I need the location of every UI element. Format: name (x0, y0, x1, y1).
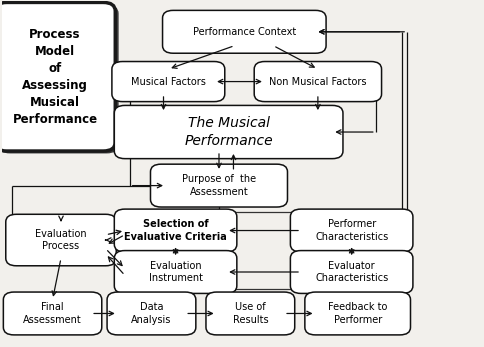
FancyBboxPatch shape (150, 164, 287, 207)
FancyBboxPatch shape (114, 251, 236, 294)
Text: Use of
Results: Use of Results (232, 302, 268, 325)
Text: Process
Model
of
Assessing
Musical
Performance: Process Model of Assessing Musical Perfo… (13, 28, 97, 126)
Text: Selection of
Evaluative Criteria: Selection of Evaluative Criteria (124, 219, 227, 242)
FancyBboxPatch shape (107, 292, 196, 335)
FancyBboxPatch shape (254, 61, 381, 102)
Text: The Musical
Performance: The Musical Performance (184, 116, 272, 148)
FancyBboxPatch shape (0, 2, 115, 151)
FancyBboxPatch shape (162, 10, 325, 53)
FancyBboxPatch shape (206, 292, 294, 335)
Text: Performer
Characteristics: Performer Characteristics (315, 219, 388, 242)
Text: Non Musical Factors: Non Musical Factors (269, 77, 366, 86)
FancyBboxPatch shape (290, 251, 412, 294)
Text: Evaluator
Characteristics: Evaluator Characteristics (315, 261, 388, 283)
FancyBboxPatch shape (114, 105, 342, 159)
FancyBboxPatch shape (114, 209, 236, 252)
Text: Performance Context: Performance Context (192, 27, 295, 37)
Text: Feedback to
Performer: Feedback to Performer (327, 302, 387, 325)
Text: Final
Assessment: Final Assessment (23, 302, 82, 325)
FancyBboxPatch shape (0, 5, 119, 153)
Text: Data
Analysis: Data Analysis (131, 302, 171, 325)
Text: Evaluation
Process: Evaluation Process (35, 229, 87, 251)
FancyBboxPatch shape (3, 292, 102, 335)
FancyBboxPatch shape (304, 292, 409, 335)
FancyBboxPatch shape (6, 214, 116, 266)
Text: Purpose of  the
Assessment: Purpose of the Assessment (182, 175, 256, 197)
FancyBboxPatch shape (112, 61, 224, 102)
Text: Musical Factors: Musical Factors (131, 77, 205, 86)
Text: Evaluation
Instrument: Evaluation Instrument (148, 261, 202, 283)
FancyBboxPatch shape (290, 209, 412, 252)
